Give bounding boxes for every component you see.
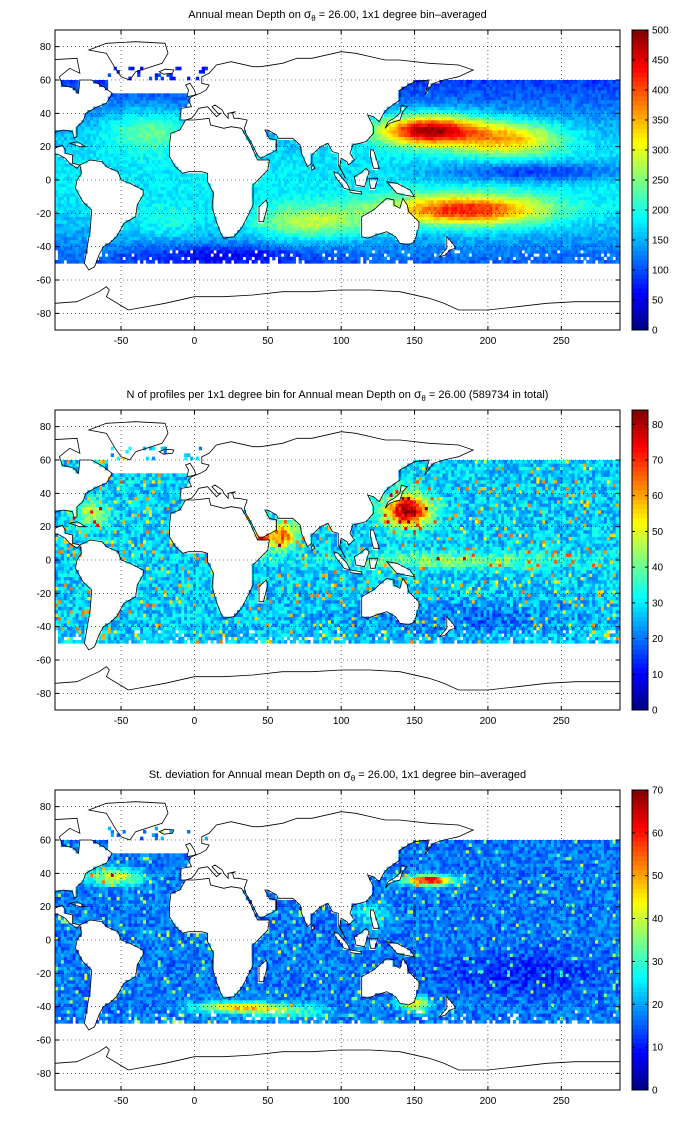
y-tick-label: -20 — [37, 589, 52, 600]
x-tick-label: 200 — [480, 716, 497, 727]
y-tick-label: 60 — [40, 836, 52, 847]
colorbar-tick-label: 70 — [652, 786, 664, 797]
y-tick-label: -20 — [37, 209, 52, 220]
y-tick-label: 40 — [40, 109, 52, 120]
colorbar-tick-label: 60 — [652, 828, 664, 839]
x-tick-label: 250 — [553, 336, 570, 347]
colorbar-tick-label: 0 — [652, 326, 658, 337]
colorbar-tick-label: 400 — [652, 86, 669, 97]
colorbar-tick-label: 20 — [652, 1000, 664, 1011]
map-svg: Annual mean Depth on σθ = 26.00, 1x1 deg… — [0, 0, 696, 380]
y-tick-label: 0 — [45, 936, 51, 947]
y-tick-label: 80 — [40, 802, 52, 813]
colorbar: 80 70 60 50 40 30 20 10 0 — [632, 410, 664, 717]
y-tick-label: 20 — [40, 142, 52, 153]
y-tick-label: -80 — [37, 309, 52, 320]
y-tick-label: -60 — [37, 276, 52, 287]
x-tick-label: 200 — [480, 336, 497, 347]
colorbar-tick-label: 70 — [652, 456, 664, 467]
x-tick-label: 100 — [333, 716, 350, 727]
depth-map-panel: Annual mean Depth on σθ = 26.00, 1x1 deg… — [0, 0, 696, 380]
colorbar-tick-label: 50 — [652, 527, 664, 538]
colorbar-tick-label: 300 — [652, 146, 669, 157]
y-tick-label: -40 — [37, 242, 52, 253]
y-tick-label: -40 — [37, 622, 52, 633]
colorbar-tick-label: 0 — [652, 1086, 658, 1097]
colorbar-tick-label: 40 — [652, 914, 664, 925]
colorbar-tick-label: 350 — [652, 116, 669, 127]
std-deviation-map-panel: St. deviation for Annual mean Depth on σ… — [0, 760, 696, 1140]
colorbar-tick-label: 250 — [652, 176, 669, 187]
y-tick-label: 80 — [40, 42, 52, 53]
colorbar-tick-label: 30 — [652, 957, 664, 968]
chart-title: Annual mean Depth on σθ = 26.00, 1x1 deg… — [188, 7, 486, 23]
y-tick-label: 80 — [40, 422, 52, 433]
colorbar-tick-label: 500 — [652, 26, 669, 37]
x-tick-label: 100 — [333, 336, 350, 347]
x-tick-label: 250 — [553, 1096, 570, 1107]
x-tick-label: 0 — [192, 1096, 198, 1107]
colorbar-tick-label: 20 — [652, 634, 664, 645]
x-tick-label: 150 — [406, 716, 423, 727]
x-tick-label: -50 — [114, 716, 129, 727]
x-tick-label: -50 — [114, 336, 129, 347]
x-tick-label: 50 — [262, 716, 274, 727]
y-tick-label: -80 — [37, 689, 52, 700]
colorbar-tick-label: 10 — [652, 670, 664, 681]
map-svg: N of profiles per 1x1 degree bin for Ann… — [0, 380, 696, 760]
x-tick-label: 50 — [262, 336, 274, 347]
x-tick-label: 100 — [333, 1096, 350, 1107]
colorbar-tick-label: 0 — [652, 706, 658, 717]
y-tick-label: 60 — [40, 76, 52, 87]
x-tick-label: -50 — [114, 1096, 129, 1107]
y-tick-label: -20 — [37, 969, 52, 980]
colorbar-tick-label: 200 — [652, 206, 669, 217]
y-tick-label: -60 — [37, 1036, 52, 1047]
colorbar: 70 60 50 40 30 20 10 0 — [632, 786, 664, 1097]
colorbar-tick-label: 50 — [652, 296, 664, 307]
colorbar-tick-label: 150 — [652, 236, 669, 247]
x-tick-label: 0 — [192, 336, 198, 347]
x-tick-label: 250 — [553, 716, 570, 727]
chart-title: St. deviation for Annual mean Depth on σ… — [149, 767, 526, 783]
colorbar-tick-label: 450 — [652, 56, 669, 67]
y-tick-label: 60 — [40, 456, 52, 467]
x-tick-label: 0 — [192, 716, 198, 727]
y-tick-label: 40 — [40, 869, 52, 880]
colorbar-tick-label: 30 — [652, 598, 664, 609]
y-tick-label: 20 — [40, 522, 52, 533]
colorbar-tick-label: 50 — [652, 871, 664, 882]
y-tick-label: 0 — [45, 556, 51, 567]
y-tick-label: -80 — [37, 1069, 52, 1080]
x-tick-label: 150 — [406, 1096, 423, 1107]
map-svg: St. deviation for Annual mean Depth on σ… — [0, 760, 696, 1140]
y-tick-label: 40 — [40, 489, 52, 500]
colorbar-tick-label: 40 — [652, 563, 664, 574]
chart-title: N of profiles per 1x1 degree bin for Ann… — [127, 387, 549, 403]
y-tick-label: -40 — [37, 1002, 52, 1013]
y-tick-label: -60 — [37, 656, 52, 667]
colorbar-tick-label: 80 — [652, 420, 664, 431]
x-tick-label: 200 — [480, 1096, 497, 1107]
x-tick-label: 50 — [262, 1096, 274, 1107]
colorbar-tick-label: 10 — [652, 1043, 664, 1054]
y-tick-label: 20 — [40, 902, 52, 913]
colorbar-tick-label: 60 — [652, 491, 664, 502]
x-tick-label: 150 — [406, 336, 423, 347]
colorbar-tick-label: 100 — [652, 266, 669, 277]
y-tick-label: 0 — [45, 176, 51, 187]
profile-count-map-panel: N of profiles per 1x1 degree bin for Ann… — [0, 380, 696, 760]
